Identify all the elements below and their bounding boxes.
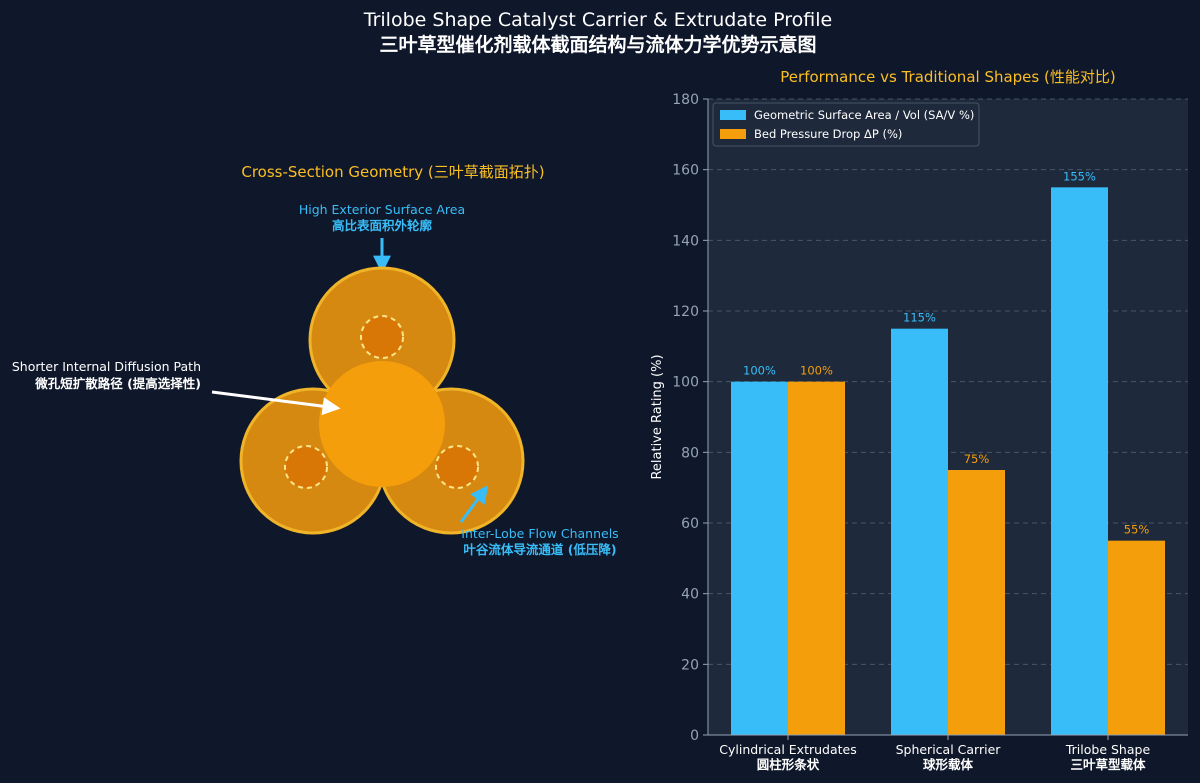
pore-top [360, 315, 404, 359]
x-tick-label-cn: 圆柱形条状 [757, 757, 820, 772]
y-tick-label: 60 [681, 516, 699, 532]
bar-surface-area [891, 328, 948, 735]
central-hub [319, 361, 445, 487]
cross-section-diagram: Cross-Section Geometry (三叶草截面拓扑) High Ex… [12, 163, 619, 557]
legend-swatch-blue [720, 110, 746, 120]
bar-chart: Performance vs Traditional Shapes (性能对比)… [650, 68, 1188, 772]
channels-label-cn: 叶谷流体导流通道 (低压降) [463, 542, 616, 557]
x-tick-label-en: Cylindrical Extrudates [719, 742, 856, 757]
diffusion-label-en: Shorter Internal Diffusion Path [12, 359, 201, 374]
y-tick-label: 0 [690, 728, 699, 744]
chart-title: Performance vs Traditional Shapes (性能对比) [780, 68, 1115, 86]
y-ticks: 0 20 40 60 80 100 120 140 160 180 [672, 92, 708, 744]
pore-left [284, 445, 328, 489]
x-tick-label-en: Spherical Carrier [896, 742, 1002, 757]
channels-label-en: Inter-Lobe Flow Channels [461, 526, 618, 541]
data-label: 55% [1124, 523, 1150, 537]
data-label: 100% [743, 364, 776, 378]
pore-right [435, 445, 479, 489]
surface-label-en: High Exterior Surface Area [299, 202, 465, 217]
bar-pressure-drop [948, 470, 1005, 735]
legend: Geometric Surface Area / Vol (SA/V %) Be… [712, 102, 980, 147]
data-label: 115% [903, 311, 936, 325]
y-tick-label: 20 [681, 657, 699, 673]
surface-label-cn: 高比表面积外轮廓 [332, 218, 433, 233]
bar-surface-area [1051, 187, 1108, 736]
legend-box [712, 102, 980, 147]
bar-pressure-drop [1108, 540, 1165, 735]
bar-surface-area [731, 381, 788, 735]
x-tick-label-cn: 三叶草型载体 [1070, 757, 1146, 772]
bars-layer: 100% 100% 115% 75% 155% 55% [731, 169, 1165, 736]
figure-subtitle: 三叶草型催化剂载体截面结构与流体力学优势示意图 [379, 33, 816, 56]
x-tick-label-cn: 球形载体 [923, 757, 974, 772]
diffusion-arrow [211, 390, 341, 416]
data-label: 75% [964, 452, 990, 466]
y-tick-label: 160 [672, 163, 699, 179]
legend-label-surface-area: Geometric Surface Area / Vol (SA/V %) [754, 108, 974, 122]
y-tick-label: 180 [672, 92, 699, 108]
bar-pressure-drop [788, 381, 845, 735]
y-tick-label: 80 [681, 445, 699, 461]
y-tick-label: 40 [681, 587, 699, 603]
data-label: 100% [800, 364, 833, 378]
y-tick-label: 140 [672, 233, 699, 249]
diffusion-label-cn: 微孔短扩散路径 (提高选择性) [34, 376, 201, 391]
legend-label-pressure-drop: Bed Pressure Drop ΔP (%) [754, 127, 902, 141]
x-tick-label-en: Trilobe Shape [1065, 742, 1151, 757]
channels-arrow [459, 485, 489, 523]
diagram-title: Cross-Section Geometry (三叶草截面拓扑) [241, 163, 544, 181]
y-axis-label: Relative Rating (%) [650, 354, 665, 479]
figure-title: Trilobe Shape Catalyst Carrier & Extruda… [363, 9, 832, 31]
data-label: 155% [1063, 169, 1096, 183]
y-tick-label: 100 [672, 375, 699, 391]
legend-swatch-orange [720, 129, 746, 139]
y-tick-label: 120 [672, 304, 699, 320]
